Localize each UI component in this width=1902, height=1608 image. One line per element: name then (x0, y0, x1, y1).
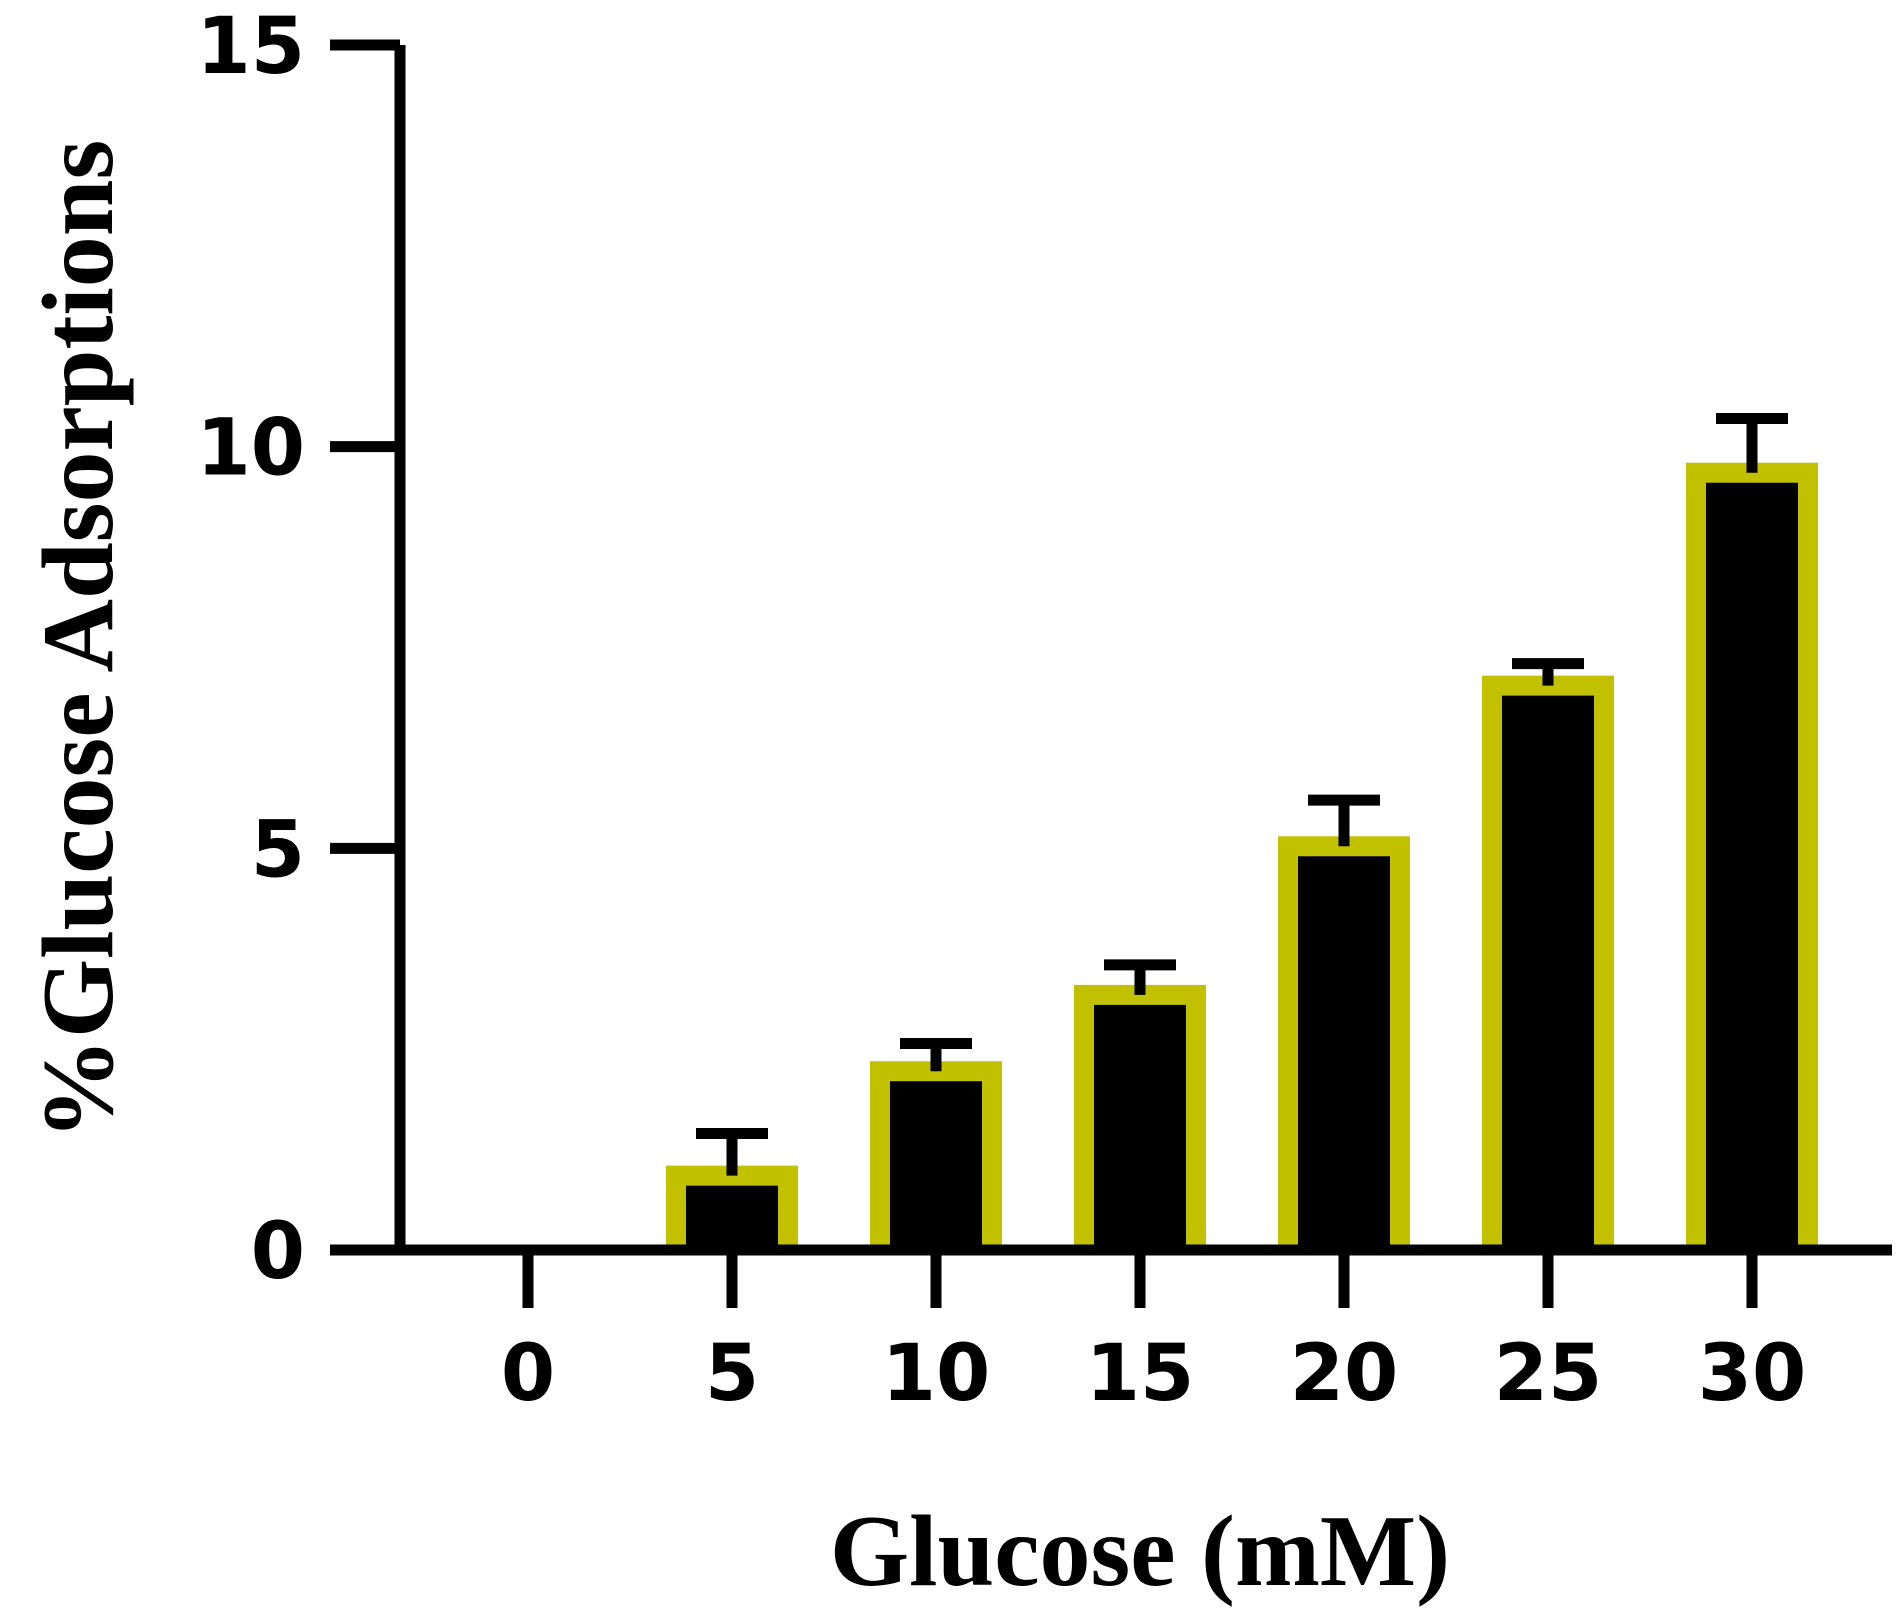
bar-10 (890, 1081, 982, 1250)
axes-group (330, 45, 1892, 1256)
bar-5 (686, 1185, 778, 1250)
y-axis-title: %Glucose Adsorptions (22, 140, 135, 1140)
bar-15 (1094, 1004, 1186, 1250)
x-tick-label-25: 25 (1494, 1329, 1603, 1419)
bar-20 (1298, 856, 1390, 1250)
x-tick-label-5: 5 (705, 1329, 759, 1419)
bars-group (666, 462, 1818, 1250)
bar-25 (1502, 695, 1594, 1250)
y-ticks-group: 0 5 10 15 (196, 2, 400, 1297)
y-tick-label-10: 10 (196, 404, 305, 494)
x-tick-label-10: 10 (882, 1329, 991, 1419)
y-tick-label-5: 5 (251, 805, 305, 895)
x-tick-label-15: 15 (1086, 1329, 1195, 1419)
y-tick-label-15: 15 (196, 2, 305, 92)
x-ticks-group: 0 5 10 15 20 25 30 (501, 1250, 1806, 1419)
x-tick-label-20: 20 (1290, 1329, 1399, 1419)
bar-30 (1706, 482, 1798, 1250)
x-tick-label-0: 0 (501, 1329, 555, 1419)
x-axis-title: Glucose (mM) (830, 1495, 1450, 1608)
x-tick-label-30: 30 (1698, 1329, 1807, 1419)
error-bars-group (696, 413, 1788, 1176)
y-tick-label-0: 0 (251, 1207, 305, 1297)
